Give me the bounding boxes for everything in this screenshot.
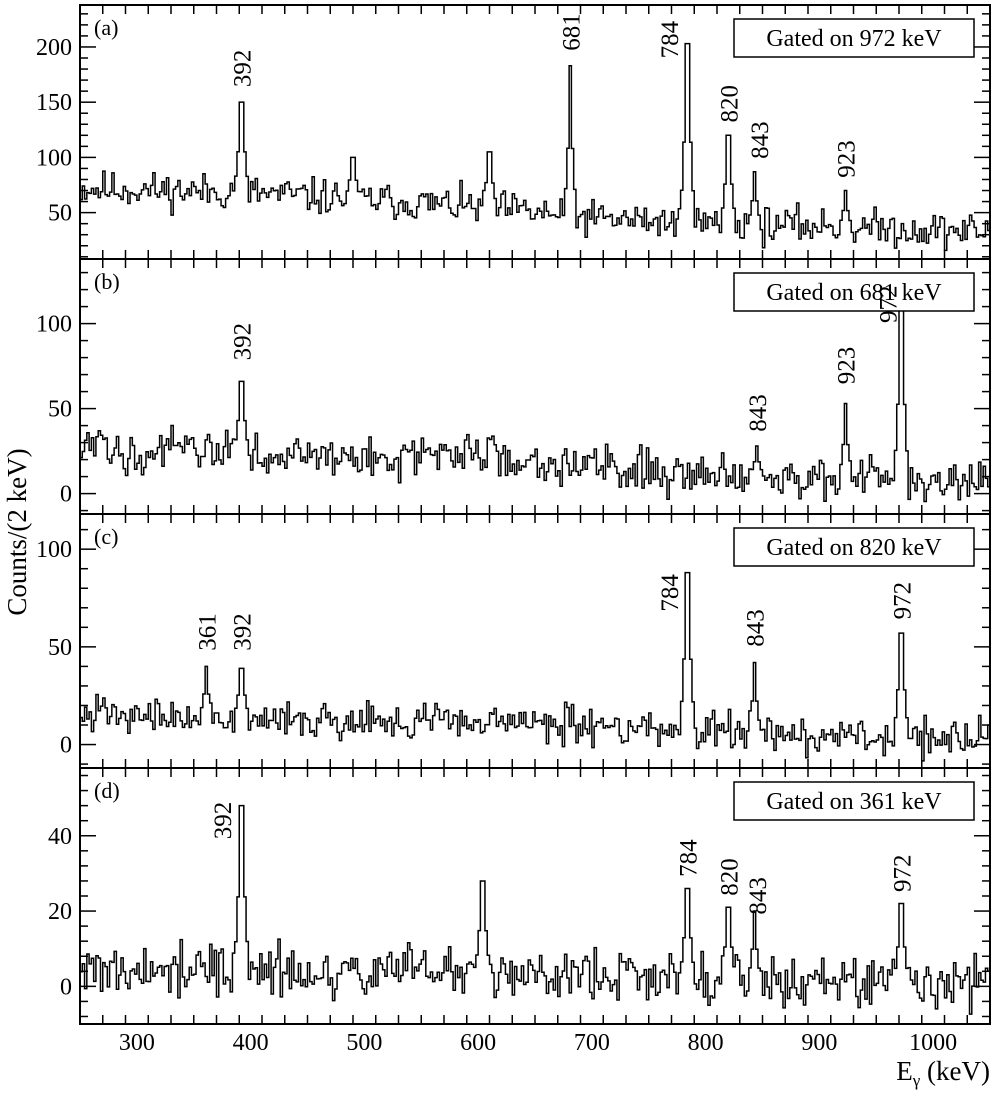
peak-label: 923 <box>834 347 861 385</box>
peak-label: 843 <box>745 394 772 432</box>
y-tick-label: 0 <box>60 482 72 508</box>
x-tick-label: 400 <box>233 1030 269 1056</box>
panel-tag: (a) <box>94 15 118 40</box>
y-tick-label: 100 <box>36 312 72 338</box>
gate-box <box>733 527 975 567</box>
panel-tag: (c) <box>94 524 118 549</box>
gate-box <box>733 781 975 821</box>
peak-label: 784 <box>657 20 684 58</box>
peak-label: 392 <box>230 613 257 651</box>
gate-box <box>733 18 975 58</box>
y-tick-label: 50 <box>48 635 72 661</box>
spectrum-histogram <box>80 42 990 252</box>
y-tick-label: 40 <box>48 824 72 850</box>
peak-label: 820 <box>716 85 743 123</box>
x-tick-label: 500 <box>346 1030 382 1056</box>
peak-label: 392 <box>230 323 257 361</box>
x-tick-label: 800 <box>688 1030 724 1056</box>
spectrum-histogram <box>80 309 990 503</box>
x-axis: 300 400 500 600 700 800 900 1000 <box>119 1030 957 1056</box>
peak-label: 392 <box>230 50 257 88</box>
peak-label: 361 <box>194 613 221 651</box>
x-tick-label: 700 <box>574 1030 610 1056</box>
spectrum-histogram <box>80 571 990 762</box>
peak-label: 392 <box>210 802 237 840</box>
x-axis-title: Eγ (keV) <box>896 1056 990 1090</box>
peak-label: 923 <box>834 140 861 178</box>
y-tick-label: 200 <box>36 35 72 61</box>
peak-label: 784 <box>675 839 702 877</box>
y-tick-label: 100 <box>36 145 72 171</box>
peak-label: 784 <box>657 574 684 612</box>
x-tick-label: 300 <box>119 1030 155 1056</box>
y-axis-title: Counts/(2 keV) <box>2 448 32 615</box>
y-tick-label: 100 <box>36 537 72 563</box>
peak-label: 972 <box>876 286 903 324</box>
peak-label: 843 <box>743 609 770 647</box>
panel-a: 50 100 150 200 (a) Gated on 972 keV 392 681 784 8… <box>36 4 991 260</box>
x-tick-label: 900 <box>801 1030 837 1056</box>
gate-box <box>733 272 975 312</box>
panel-tag: (b) <box>94 269 120 294</box>
x-axis-title-unit: (keV) <box>920 1056 990 1086</box>
panel-b: 0 50 100 (b) Gated on 681 keV 392 843 923 972 <box>36 258 991 515</box>
gate-label: Gated on 820 keV <box>766 535 942 561</box>
y-tick-label: 50 <box>48 397 72 423</box>
gate-label: Gated on 972 keV <box>766 26 942 52</box>
y-tick-label: 0 <box>60 974 72 1000</box>
peak-label: 972 <box>889 582 916 620</box>
y-tick-label: 0 <box>60 733 72 759</box>
y-tick-label: 20 <box>48 899 72 925</box>
peak-label: 972 <box>889 855 916 893</box>
peak-label: 843 <box>745 877 772 915</box>
gate-label: Gated on 681 keV <box>766 280 942 306</box>
y-tick-label: 50 <box>48 201 72 227</box>
spectrum-histogram <box>80 804 990 1015</box>
x-tick-label: 1000 <box>909 1030 957 1056</box>
peak-label: 820 <box>716 858 743 896</box>
peak-label: 843 <box>747 121 774 159</box>
x-tick-label: 600 <box>460 1030 496 1056</box>
x-axis-title-symbol: E <box>896 1056 913 1086</box>
panel-c: 0 50 100 (c) Gated on 820 keV 361 392 784 843 972 <box>36 513 991 769</box>
panel-tag: (d) <box>94 778 120 803</box>
y-tick-label: 150 <box>36 90 72 116</box>
gate-label: Gated on 361 keV <box>766 789 942 815</box>
x-axis-title-subscript: γ <box>912 1071 921 1090</box>
peak-label: 681 <box>558 13 585 51</box>
